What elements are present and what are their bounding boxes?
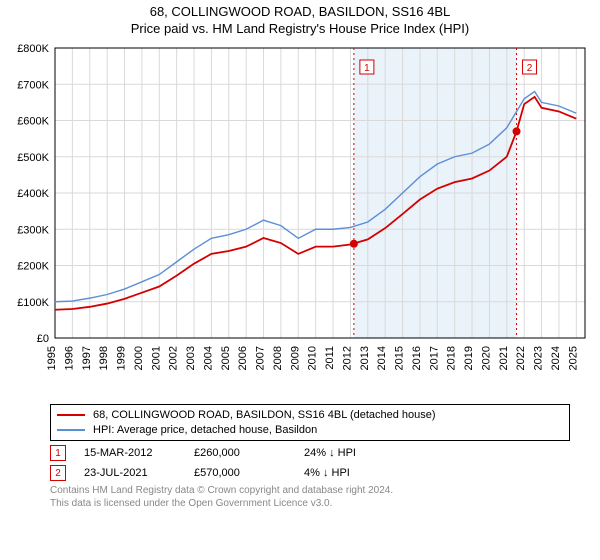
event-num-2: 2 (55, 468, 61, 479)
legend-swatch-paid (57, 414, 85, 416)
event-date-1: 15-MAR-2012 (84, 447, 194, 459)
title-address: 68, COLLINGWOOD ROAD, BASILDON, SS16 4BL (0, 4, 600, 21)
svg-text:£500K: £500K (17, 152, 49, 164)
svg-text:£700K: £700K (17, 79, 49, 91)
event-num-1: 1 (55, 448, 61, 459)
svg-text:2001: 2001 (150, 346, 162, 370)
svg-text:£100K: £100K (17, 297, 49, 309)
event-row-2: 2 23-JUL-2021 £570,000 4% ↓ HPI (50, 465, 570, 481)
svg-text:1998: 1998 (98, 346, 110, 370)
svg-text:2017: 2017 (428, 346, 440, 370)
svg-text:2010: 2010 (307, 346, 319, 370)
svg-text:£400K: £400K (17, 188, 49, 200)
svg-text:2002: 2002 (168, 346, 180, 370)
svg-text:£800K: £800K (17, 43, 49, 55)
svg-text:2011: 2011 (324, 346, 336, 370)
svg-text:1: 1 (364, 63, 370, 74)
svg-text:2008: 2008 (272, 346, 284, 370)
svg-text:2015: 2015 (394, 346, 406, 370)
svg-text:2019: 2019 (463, 346, 475, 370)
legend-label-hpi: HPI: Average price, detached house, Basi… (93, 423, 317, 438)
svg-text:2009: 2009 (289, 346, 301, 370)
svg-text:2012: 2012 (341, 346, 353, 370)
svg-text:2004: 2004 (202, 346, 214, 370)
svg-text:2024: 2024 (550, 346, 562, 370)
chart-svg: £0 £100K £200K £300K £400K £500K £600K £700K £80… (0, 38, 600, 398)
event-row-1: 1 15-MAR-2012 £260,000 24% ↓ HPI (50, 445, 570, 461)
sale-events: 1 15-MAR-2012 £260,000 24% ↓ HPI 2 23-JU… (50, 445, 570, 481)
svg-text:1995: 1995 (46, 346, 58, 370)
event-delta-1: 24% ↓ HPI (304, 447, 414, 459)
title-subtitle: Price paid vs. HM Land Registry's House … (0, 21, 600, 38)
legend: 68, COLLINGWOOD ROAD, BASILDON, SS16 4BL… (50, 404, 570, 442)
svg-text:2022: 2022 (515, 346, 527, 370)
svg-text:2005: 2005 (220, 346, 232, 370)
svg-text:1999: 1999 (116, 346, 128, 370)
legend-label-paid: 68, COLLINGWOOD ROAD, BASILDON, SS16 4BL… (93, 408, 436, 423)
svg-text:2023: 2023 (533, 346, 545, 370)
event-date-2: 23-JUL-2021 (84, 467, 194, 479)
svg-text:£600K: £600K (17, 115, 49, 127)
event-price-2: £570,000 (194, 467, 304, 479)
footer-line-2: This data is licensed under the Open Gov… (50, 498, 570, 511)
legend-row-paid: 68, COLLINGWOOD ROAD, BASILDON, SS16 4BL… (57, 408, 563, 423)
svg-text:1996: 1996 (63, 346, 75, 370)
svg-text:2006: 2006 (237, 346, 249, 370)
event-marker-2: 2 (50, 465, 66, 481)
svg-text:1997: 1997 (81, 346, 93, 370)
legend-swatch-hpi (57, 429, 85, 431)
svg-text:£300K: £300K (17, 224, 49, 236)
svg-text:2016: 2016 (411, 346, 423, 370)
event-marker-1: 1 (50, 445, 66, 461)
svg-text:£0: £0 (37, 333, 49, 345)
svg-text:2014: 2014 (376, 346, 388, 370)
svg-text:2013: 2013 (359, 346, 371, 370)
svg-text:2020: 2020 (480, 346, 492, 370)
title-block: 68, COLLINGWOOD ROAD, BASILDON, SS16 4BL… (0, 0, 600, 38)
legend-row-hpi: HPI: Average price, detached house, Basi… (57, 423, 563, 438)
svg-text:2003: 2003 (185, 346, 197, 370)
price-chart: £0 £100K £200K £300K £400K £500K £600K £700K £80… (0, 38, 600, 398)
footer: Contains HM Land Registry data © Crown c… (50, 485, 570, 510)
footer-line-1: Contains HM Land Registry data © Crown c… (50, 485, 570, 498)
svg-text:2025: 2025 (567, 346, 579, 370)
svg-text:2: 2 (527, 63, 533, 74)
svg-text:2007: 2007 (255, 346, 267, 370)
svg-text:£200K: £200K (17, 260, 49, 272)
event-delta-2: 4% ↓ HPI (304, 467, 414, 479)
svg-text:2021: 2021 (498, 346, 510, 370)
event-price-1: £260,000 (194, 447, 304, 459)
svg-text:2000: 2000 (133, 346, 145, 370)
svg-text:2018: 2018 (446, 346, 458, 370)
